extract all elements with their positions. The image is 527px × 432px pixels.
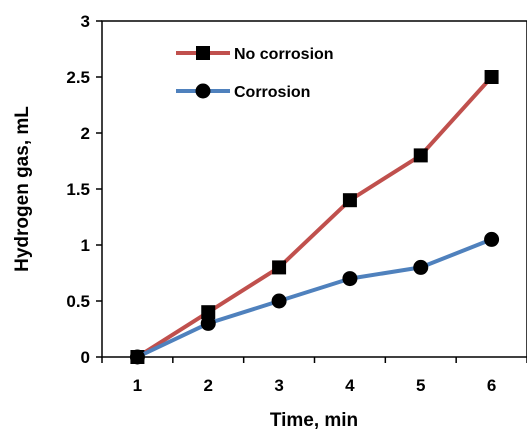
x-tick-label: 6 <box>487 376 496 395</box>
x-tick-label: 1 <box>133 376 142 395</box>
series-corrosion <box>129 231 500 365</box>
data-point-no-corrosion <box>272 260 287 275</box>
series-line-no-corrosion <box>136 75 494 359</box>
axis-ticks <box>96 20 527 363</box>
y-tick-label: 3 <box>81 12 90 31</box>
series-no-corrosion <box>130 70 499 364</box>
x-axis-title: Time, min <box>270 410 358 431</box>
plot-area <box>101 20 527 358</box>
x-tick-label: 3 <box>274 376 283 395</box>
series-line-corrosion <box>136 237 493 359</box>
legend-item-corrosion: Corrosion <box>176 83 310 101</box>
data-point-corrosion <box>271 293 287 309</box>
data-point-corrosion <box>413 259 429 275</box>
data-point-no-corrosion <box>413 148 428 163</box>
data-point-corrosion <box>484 231 500 247</box>
y-tick-label: 1 <box>81 236 90 255</box>
data-point-corrosion <box>200 315 216 331</box>
x-tick-label: 4 <box>345 376 355 395</box>
data-point-no-corrosion <box>201 305 216 320</box>
legend-item-no-corrosion: No corrosion <box>176 46 334 63</box>
x-tick-labels: 1 2 3 4 5 6 <box>133 376 497 395</box>
legend-label-no-corrosion: No corrosion <box>234 46 334 63</box>
y-tick-label: 0.5 <box>66 292 90 311</box>
data-point-no-corrosion <box>484 70 499 84</box>
y-tick-label: 2.5 <box>66 68 90 87</box>
x-tick-label: 2 <box>204 376 213 395</box>
y-axis-title: Hydrogen gas, mL <box>12 106 33 272</box>
legend-marker-no-corrosion <box>196 46 210 60</box>
y-tick-label: 2 <box>81 124 90 143</box>
x-tick-label: 5 <box>416 376 425 395</box>
y-tick-labels: 0 0.5 1 1.5 2 2.5 3 <box>66 12 90 367</box>
y-tick-label: 1.5 <box>66 180 90 199</box>
legend-marker-corrosion <box>195 83 211 99</box>
legend-label-corrosion: Corrosion <box>234 84 310 101</box>
legend: No corrosion Corrosion <box>176 46 334 101</box>
y-tick-label: 0 <box>81 348 90 367</box>
data-point-no-corrosion <box>342 193 357 208</box>
series-layer <box>129 70 500 365</box>
data-point-corrosion <box>342 271 358 287</box>
data-point-corrosion <box>129 349 145 365</box>
